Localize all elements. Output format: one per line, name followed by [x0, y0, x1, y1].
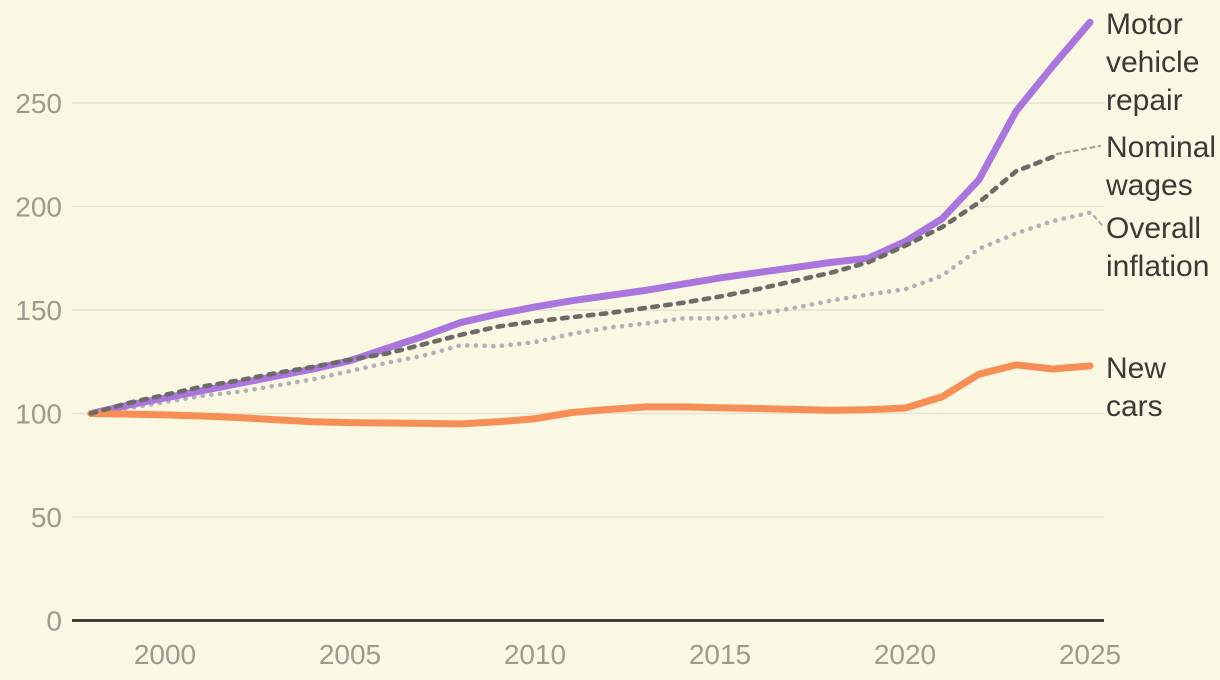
overall-inflation-label-line2: inflation	[1106, 250, 1209, 283]
series-lines	[87, 18, 1094, 428]
overall-inflation-label-line1: Overall	[1106, 212, 1201, 245]
new-cars-label-line2: cars	[1106, 390, 1163, 423]
x-tick-2020: 2020	[874, 639, 936, 670]
x-tick-2015: 2015	[689, 639, 751, 670]
x-tick-2025: 2025	[1059, 639, 1121, 670]
x-tick-2000: 2000	[134, 639, 196, 670]
overall-inflation-label-connector	[1092, 214, 1106, 229]
x-tick-2010: 2010	[504, 639, 566, 670]
y-axis-tick-labels: 0 50 100 150 200 250	[15, 88, 62, 637]
y-tick-50: 50	[31, 502, 62, 533]
y-tick-200: 200	[15, 192, 62, 223]
new-cars-label-line1: New	[1106, 352, 1166, 385]
gridlines	[72, 102, 1104, 518]
motor-vehicle-repair-line	[87, 18, 1094, 417]
nominal-wages-label-connector	[1055, 144, 1102, 156]
nominal-wages-label-line2: wages	[1105, 169, 1193, 202]
new-cars-line	[87, 361, 1094, 428]
motor-vehicle-repair-label-line2: vehicle	[1106, 46, 1199, 79]
y-tick-0: 0	[46, 606, 62, 637]
series-labels: Motor vehicle repair Nominal wages Overa…	[1105, 8, 1216, 423]
x-axis-tick-labels: 2000 2005 2010 2015 2020 2025	[134, 639, 1121, 670]
y-tick-150: 150	[15, 295, 62, 326]
motor-vehicle-repair-label-line3: repair	[1106, 84, 1183, 117]
nominal-wages-label-line1: Nominal	[1106, 131, 1216, 164]
motor-vehicle-repair-label-line1: Motor	[1106, 8, 1183, 41]
y-tick-100: 100	[15, 399, 62, 430]
x-tick-2005: 2005	[319, 639, 381, 670]
overall-inflation-line	[88, 210, 1093, 416]
nominal-wages-line	[88, 154, 1056, 416]
y-tick-250: 250	[15, 88, 62, 119]
